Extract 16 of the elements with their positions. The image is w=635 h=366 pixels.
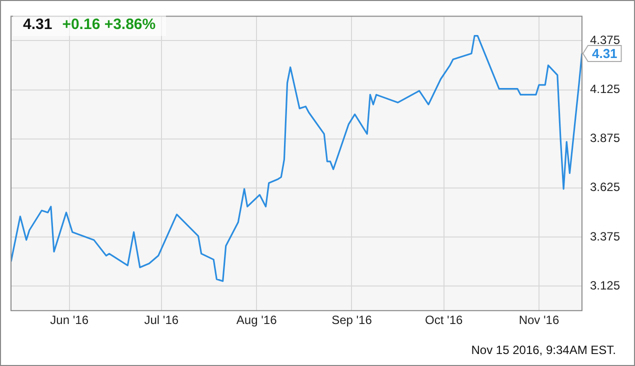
y-tick-label: 3.125 — [590, 278, 620, 292]
y-tick-label: 4.125 — [590, 82, 620, 96]
chart-subtitle: +0.16 +3.86% — [62, 16, 156, 33]
x-tick-label: Nov '16 — [518, 313, 560, 328]
x-tick-label: Oct '16 — [425, 313, 463, 328]
chart-title: 4.31 — [23, 16, 52, 33]
x-tick-label: Jun '16 — [50, 313, 89, 328]
x-tick-label: Sep '16 — [332, 313, 372, 328]
y-tick-label: 3.625 — [590, 180, 620, 194]
text: Nov 15 2016, 9:34AM EST. — [471, 343, 616, 357]
annotation: 4.31 — [592, 46, 618, 62]
x-tick-label: Jul '16 — [144, 313, 179, 328]
y-tick-label: 3.875 — [590, 131, 620, 146]
x-tick-label: Aug '16 — [236, 313, 278, 328]
y-tick-label: 3.375 — [590, 229, 620, 244]
y-tick-label: 4.375 — [590, 33, 620, 48]
